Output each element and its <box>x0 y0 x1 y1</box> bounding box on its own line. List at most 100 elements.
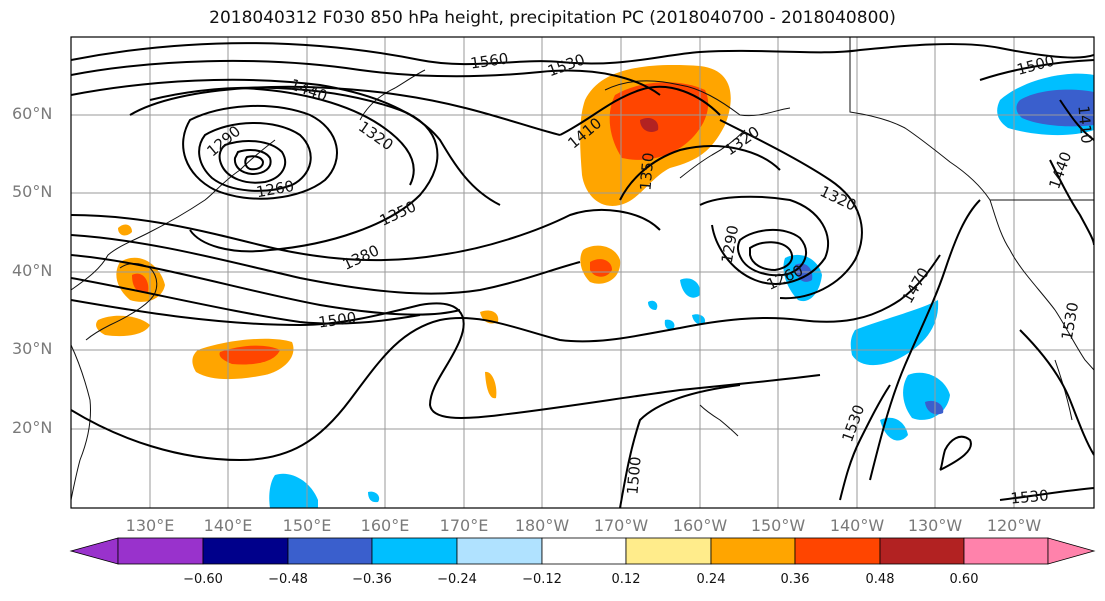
lat-label: 20°N <box>12 418 53 437</box>
lon-label: 130°W <box>907 516 963 535</box>
contour-1500-ne <box>979 59 1094 81</box>
colorbar-tick-label: −0.60 <box>183 572 223 587</box>
colorbar-tick-label: −0.48 <box>268 572 308 587</box>
contour-1500-east <box>619 384 741 508</box>
colorbar <box>69 537 1096 565</box>
colorbar-tick-label: 0.48 <box>865 572 895 587</box>
contour-label: 1500 <box>317 308 357 331</box>
precip-peak-alaska <box>640 118 659 132</box>
contour-1260-east <box>736 228 807 277</box>
lat-label: 50°N <box>12 182 53 201</box>
lon-label: 170°E <box>439 516 489 535</box>
colorbar-bin <box>202 537 289 565</box>
contour-1410-low <box>182 104 338 200</box>
colorbar-bin <box>117 537 204 565</box>
colorbar-tick-label: −0.24 <box>437 572 477 587</box>
contour-1530-se <box>1019 329 1094 456</box>
colorbar-bin <box>710 537 796 565</box>
contour-1410-east <box>1059 99 1094 141</box>
contour-1560 <box>71 42 1094 66</box>
lat-label: 30°N <box>12 339 53 358</box>
contour-label: 1470 <box>898 264 933 306</box>
lon-label: 150°E <box>282 516 332 535</box>
contour-1410-south <box>71 234 581 295</box>
contour-label: 1560 <box>469 49 509 72</box>
colorbar-tick-label: 0.24 <box>696 572 726 587</box>
precip-negative-small-3 <box>269 473 318 508</box>
contour-1290-east <box>699 195 830 285</box>
map-panel: 1560 1530 1500 1440 1410 1320 1290 1260 … <box>71 37 1095 508</box>
grid-lines <box>71 37 1094 508</box>
contour-1320-low <box>218 139 287 184</box>
height-contours <box>71 42 1094 508</box>
contour-1440-east <box>1049 159 1094 246</box>
colorbar-bin <box>371 537 458 565</box>
map-frame <box>70 36 1095 509</box>
colorbar-tick-label: 0.36 <box>780 572 810 587</box>
contour-label: 1530 <box>838 402 868 444</box>
contour-1350-mid <box>619 145 781 201</box>
coastline-alaska <box>604 80 791 117</box>
coastline-baja <box>1054 359 1073 421</box>
precip-negative-canada-core <box>1016 89 1094 127</box>
lon-label: 130°E <box>125 516 175 535</box>
colorbar-extend-min <box>69 537 119 565</box>
contour-1470-south <box>71 277 421 325</box>
contour-label: 1350 <box>377 197 419 229</box>
contour-label: 1260 <box>255 177 296 201</box>
contour-1530-east <box>839 384 891 501</box>
precip-negative-small-6 <box>664 319 675 330</box>
contour-1350-large <box>149 86 439 253</box>
colorbar-bin <box>287 537 373 565</box>
precip-negative-small-4 <box>368 491 380 503</box>
contour-label: 1380 <box>340 241 382 273</box>
colorbar-bin <box>541 537 627 565</box>
lon-label: 170°W <box>593 516 649 535</box>
lon-label: 120°W <box>986 516 1042 535</box>
contour-1500-south <box>71 299 821 419</box>
colorbar-tick-label: −0.36 <box>352 572 392 587</box>
colorbar-bin <box>456 537 543 565</box>
contour-1350-low <box>198 122 312 192</box>
colorbar-extend-max <box>1047 537 1096 565</box>
precip-positive-sea-japan <box>118 224 132 236</box>
contour-1530-bottom <box>939 435 1094 501</box>
contour-label: 1290 <box>718 224 742 265</box>
contour-label: 1350 <box>636 152 657 192</box>
contour-1470-east <box>869 199 981 481</box>
coastline-hawaii <box>699 404 739 437</box>
contour-1380-mid <box>71 209 661 262</box>
precip-negative-east-pacific-1 <box>850 300 939 366</box>
colorbar-bin <box>879 537 965 565</box>
lon-label: 160°W <box>672 516 728 535</box>
contour-1440-south <box>71 254 461 316</box>
coastline-kamchatka <box>359 69 426 121</box>
precip-negative-east-pacific-core <box>925 400 944 415</box>
precip-negative-small-5 <box>648 300 658 310</box>
precip-positive-central <box>485 371 497 399</box>
precip-negative-small-2 <box>692 314 706 325</box>
contour-1380 <box>129 85 561 136</box>
contour-label: 1410 <box>1074 105 1095 145</box>
contour-label: 1530 <box>1010 486 1050 507</box>
contour-label: 1500 <box>1015 52 1057 79</box>
lat-label: 60°N <box>12 104 53 123</box>
precip-strong-japan <box>132 273 149 293</box>
contour-label: 1500 <box>623 456 644 496</box>
lon-label: 160°E <box>360 516 410 535</box>
precip-positive-south-japan <box>96 315 150 337</box>
colorbar-bin <box>794 537 881 565</box>
contour-1320-east <box>719 119 863 300</box>
coastline-china <box>71 344 91 501</box>
colorbar-bin <box>625 537 712 565</box>
lon-label: 140°W <box>829 516 885 535</box>
contour-label: 1440 <box>288 75 330 105</box>
contour-1530 <box>71 59 661 96</box>
contour-1440 <box>239 87 415 186</box>
lon-label: 140°E <box>203 516 253 535</box>
precip-negative-small-1 <box>680 278 701 298</box>
colorbar-tick-label: −0.12 <box>522 572 562 587</box>
contour-1260-low <box>244 155 265 171</box>
colorbar-bin <box>963 537 1049 565</box>
